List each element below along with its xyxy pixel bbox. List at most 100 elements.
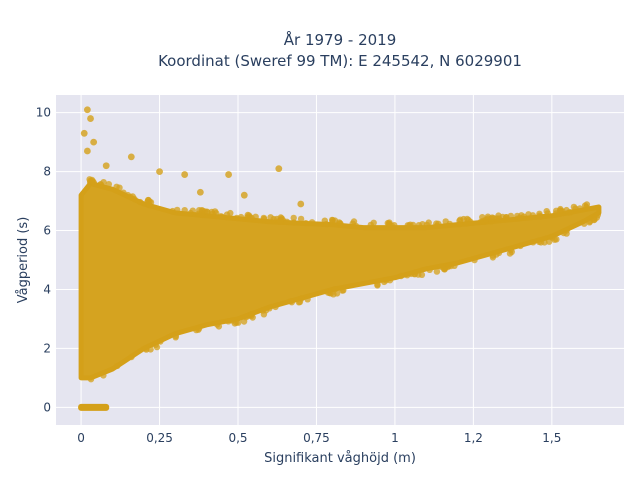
edge-point — [489, 214, 496, 221]
y-tick-label: 4 — [43, 282, 51, 296]
outlier-point — [83, 147, 91, 155]
y-tick-label: 2 — [43, 341, 51, 355]
edge-point — [384, 219, 391, 227]
edge-point — [425, 219, 432, 226]
edge-point — [552, 210, 560, 217]
edge-point — [409, 221, 417, 229]
edge-point — [304, 296, 311, 303]
edge-point — [127, 193, 134, 201]
edge-point — [142, 345, 150, 352]
edge-point — [195, 326, 202, 333]
outlier-point — [225, 171, 232, 178]
edge-point — [157, 338, 164, 345]
y-tick-label: 6 — [43, 224, 51, 238]
edge-point — [90, 178, 97, 185]
edge-point — [418, 271, 426, 278]
edge-point — [382, 277, 390, 284]
chart-title-line-2: Koordinat (Sweref 99 TM): E 245542, N 60… — [158, 52, 522, 70]
edge-point — [233, 319, 240, 326]
outlier-point — [196, 188, 204, 196]
edge-point — [323, 221, 330, 228]
edge-point — [240, 318, 248, 325]
edge-point — [336, 219, 343, 226]
x-axis-title: Signifikant våghöjd (m) — [264, 451, 416, 466]
edge-point — [446, 220, 453, 228]
edge-point — [576, 205, 584, 212]
edge-point — [209, 210, 216, 217]
tick-labels: 0 0,25 0,5 0,75 1 1,2 1,5 0 2 4 6 8 10 — [36, 106, 562, 445]
edge-point — [437, 263, 445, 270]
edge-point — [218, 213, 226, 220]
edge-point — [297, 215, 305, 223]
edge-point — [433, 268, 441, 275]
edge-point — [581, 220, 588, 227]
edge-point — [267, 214, 274, 221]
edge-point — [543, 208, 550, 215]
edge-point — [330, 291, 337, 298]
edge-point — [120, 189, 127, 196]
edge-point — [404, 222, 411, 229]
edge-point — [570, 203, 578, 211]
edge-point — [223, 211, 231, 218]
edge-point — [408, 270, 415, 278]
outlier-point — [297, 200, 305, 208]
edge-point — [259, 307, 267, 314]
outlier-point — [87, 115, 94, 122]
edge-point — [215, 323, 223, 330]
zero-period-points — [78, 403, 110, 411]
edge-point — [536, 210, 543, 217]
edge-point — [128, 353, 135, 361]
x-tick-label: 1 — [391, 431, 399, 445]
edge-point — [233, 214, 240, 222]
edge-point — [507, 212, 515, 220]
outlier-point — [90, 138, 98, 146]
outlier-point — [80, 129, 88, 137]
outlier-point — [102, 162, 110, 170]
outlier-point — [240, 191, 248, 199]
edge-point — [174, 206, 181, 214]
edge-point — [537, 239, 545, 246]
edge-point — [116, 184, 123, 191]
outlier-point — [275, 165, 283, 173]
edge-point — [594, 211, 601, 219]
x-tick-label: 0,75 — [303, 431, 330, 445]
y-tick-label: 10 — [36, 106, 51, 120]
edge-point — [551, 236, 558, 243]
edge-point — [426, 266, 433, 273]
edge-point — [331, 286, 339, 293]
edge-point — [397, 272, 405, 280]
edge-point — [87, 376, 95, 383]
edge-point — [225, 318, 232, 325]
edge-point — [137, 198, 144, 206]
edge-point — [146, 201, 153, 209]
outlier-point — [127, 153, 135, 161]
outlier-point — [83, 106, 91, 114]
edge-point — [563, 230, 570, 237]
x-tick-label: 0,25 — [146, 431, 173, 445]
outlier-point — [156, 168, 163, 176]
edge-point — [451, 262, 458, 269]
x-tick-label: 1,5 — [542, 431, 561, 445]
edge-point — [97, 181, 104, 188]
edge-point — [248, 311, 255, 318]
edge-point — [308, 219, 316, 226]
edge-point — [479, 214, 486, 221]
edge-point — [415, 222, 423, 229]
edge-point — [370, 219, 377, 226]
edge-point — [100, 372, 107, 379]
edge-point — [287, 298, 294, 305]
data-points — [78, 106, 602, 411]
edge-point — [467, 218, 474, 226]
edge-point — [499, 213, 506, 221]
edge-point — [445, 262, 453, 269]
edge-point — [546, 238, 553, 245]
y-axis-title: Vågperiod (s) — [16, 217, 31, 304]
edge-point — [374, 281, 381, 288]
edge-point — [302, 220, 309, 227]
edge-point — [296, 298, 304, 305]
y-tick-label: 0 — [43, 400, 51, 414]
edge-point — [248, 214, 255, 222]
edge-point — [529, 239, 537, 246]
edge-point — [493, 251, 500, 258]
